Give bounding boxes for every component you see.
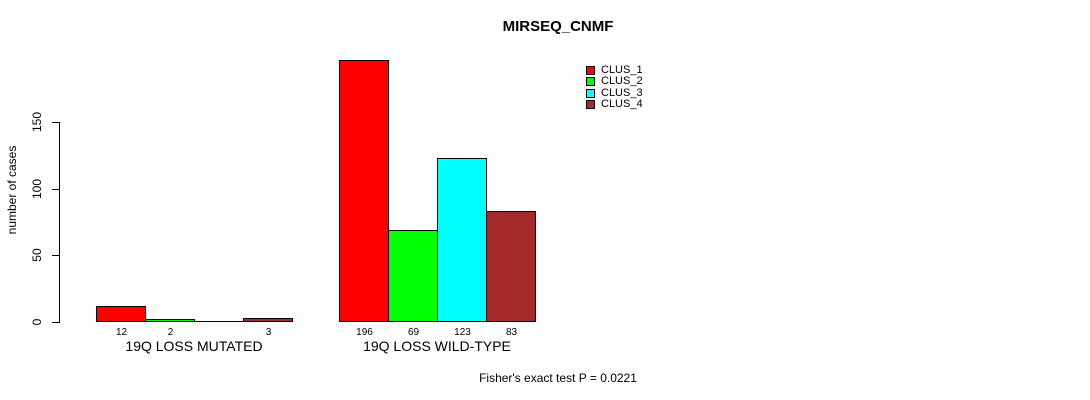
bar-value-label: 123 [454,327,471,338]
bar-clus_4-group2 [486,211,536,322]
legend-label: CLUS_4 [601,97,643,110]
bar-value-label: 12 [115,327,128,338]
y-axis-line [59,122,60,323]
legend-swatch-clus_2 [586,77,595,87]
legend-swatch-clus_3 [586,88,595,98]
y-axis-tick-label: 100 [30,178,44,199]
bar-clus_3-group2 [437,158,487,322]
bar-clus_2-group2 [388,230,438,322]
bar-clus_1-group2 [339,60,389,322]
y-axis-tick [52,188,59,190]
bar-value-label: 83 [505,327,518,338]
legend-swatch-clus_1 [586,66,595,75]
y-axis-title: number of cases [5,145,19,235]
bar-clus_4-group1 [243,318,293,322]
legend-label: CLUS_1 [601,64,643,76]
legend-label: CLUS_2 [601,75,643,88]
y-axis-tick [52,121,59,123]
chart-title: MIRSEQ_CNMF [502,18,614,35]
x-category-label: 19Q LOSS WILD-TYPE [363,338,511,354]
fisher-test-annotation: Fisher's exact test P = 0.0221 [479,371,637,385]
y-axis-tick-label: 50 [30,248,44,262]
bar-value-label: 2 [167,327,174,338]
legend-label: CLUS_3 [601,86,643,99]
bar-clus_3-group1 [194,321,244,322]
legend-swatch-clus_4 [586,99,595,109]
bar-clus_1-group1 [96,306,146,322]
bar-value-label: 196 [356,327,373,338]
y-axis-tick [52,322,59,323]
y-axis-tick-label: 150 [30,111,44,132]
x-category-label: 19Q LOSS MUTATED [125,338,263,354]
bar-value-label: 69 [407,327,420,338]
bar-clus_2-group1 [145,319,195,322]
y-axis-tick [52,255,59,257]
y-axis-tick-label: 0 [30,318,44,326]
bar-value-label: 3 [265,327,272,338]
